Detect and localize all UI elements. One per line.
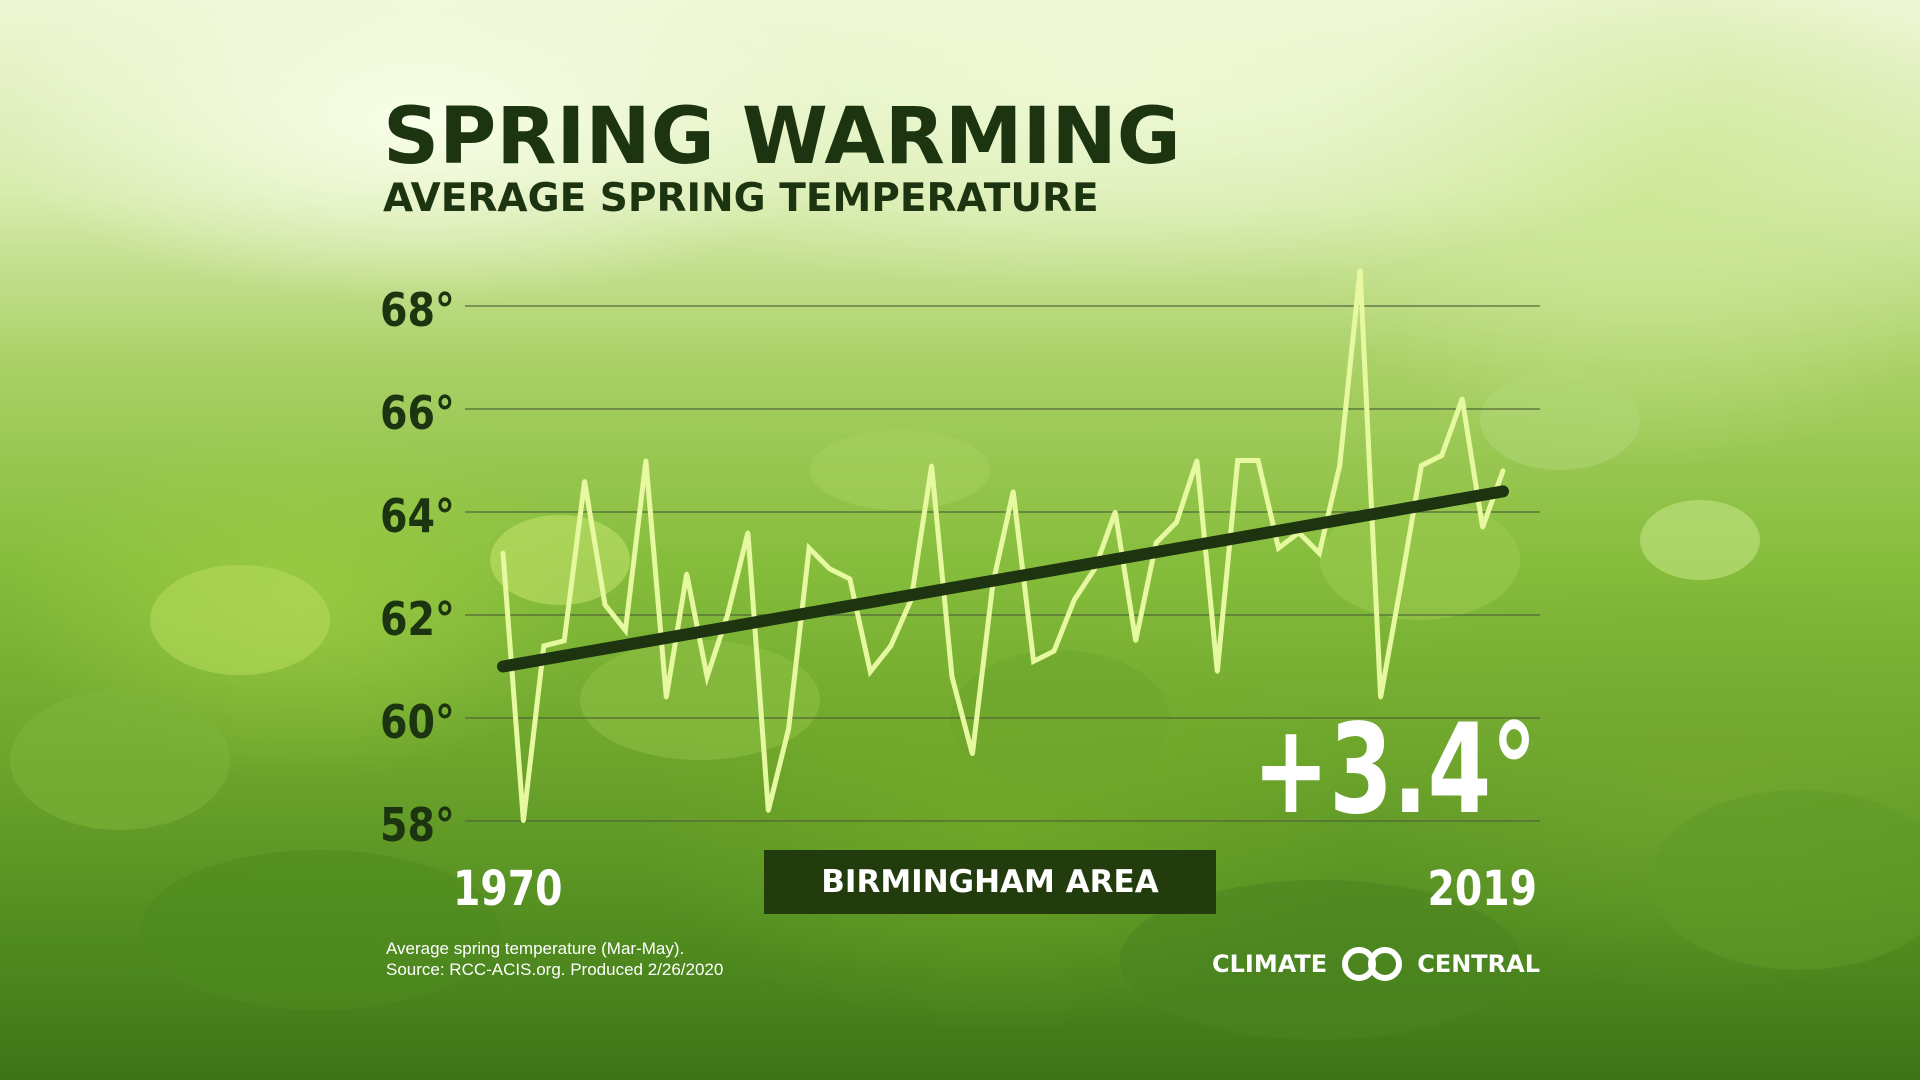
- data-point: [705, 674, 710, 679]
- y-tick-label: 68°: [380, 284, 455, 338]
- chart-subtitle: AVERAGE SPRING TEMPERATURE: [383, 176, 1099, 221]
- data-point: [1235, 458, 1240, 463]
- data-point: [868, 669, 873, 674]
- y-tick-label: 62°: [380, 593, 455, 647]
- source-note-line-1: Average spring temperature (Mar-May).: [386, 939, 685, 958]
- location-label-box: BIRMINGHAM AREA: [764, 850, 1216, 914]
- source-note: Average spring temperature (Mar-May). So…: [386, 938, 723, 980]
- x-tick-label-start: 1970: [453, 861, 563, 917]
- data-point: [1480, 525, 1485, 530]
- data-point: [1439, 453, 1444, 458]
- chart-title: SPRING WARMING: [383, 92, 1181, 182]
- data-point: [1072, 597, 1077, 602]
- data-point: [1378, 695, 1383, 700]
- x-tick-label-end: 2019: [1427, 861, 1537, 917]
- data-point: [643, 458, 648, 463]
- data-point: [827, 566, 832, 571]
- data-point: [929, 463, 934, 468]
- data-point: [1358, 267, 1363, 272]
- data-point: [501, 551, 505, 556]
- data-point: [623, 628, 628, 633]
- data-point: [1501, 468, 1505, 473]
- x-axis-tick-labels: 1970 2019: [453, 861, 1537, 917]
- data-point: [949, 674, 954, 679]
- data-point: [1317, 551, 1322, 556]
- data-point: [603, 602, 608, 607]
- trend-layer: [497, 485, 1509, 673]
- data-point: [786, 726, 791, 731]
- temperature-change-label: +3.4°: [1253, 697, 1537, 841]
- series-layer: [500, 267, 1506, 823]
- data-point: [1154, 540, 1159, 545]
- gridlines: [465, 305, 1540, 822]
- location-label: BIRMINGHAM AREA: [821, 864, 1159, 900]
- data-point: [1113, 510, 1118, 514]
- data-point: [664, 695, 669, 700]
- data-point: [766, 808, 771, 813]
- data-point: [970, 752, 975, 757]
- data-point: [1215, 669, 1220, 674]
- logo-text-left: CLIMATE: [1212, 950, 1328, 978]
- data-point: [1398, 582, 1403, 587]
- temperature-series-line: [500, 269, 1506, 822]
- y-axis-tick-labels: 58° 60° 62° 64° 66° 68°: [380, 284, 455, 853]
- data-point: [684, 571, 689, 576]
- source-note-line-2: Source: RCC-ACIS.org. Produced 2/26/2020: [386, 960, 724, 979]
- y-tick-label: 66°: [380, 387, 455, 441]
- data-point: [1174, 520, 1179, 525]
- linked-rings-icon: [1342, 947, 1403, 981]
- data-point: [847, 576, 852, 581]
- data-point: [1031, 659, 1036, 664]
- y-tick-label: 60°: [380, 696, 455, 750]
- data-point: [562, 638, 567, 643]
- data-point: [1460, 396, 1465, 401]
- data-point: [807, 546, 812, 551]
- data-point: [888, 643, 893, 648]
- data-point: [745, 530, 750, 535]
- data-point: [1133, 638, 1138, 643]
- climate-central-logo: CLIMATE CENTRAL: [1212, 944, 1540, 984]
- data-point: [1052, 649, 1057, 654]
- data-point: [1194, 458, 1199, 463]
- trend-line: [497, 485, 1509, 673]
- y-tick-label: 64°: [380, 490, 455, 544]
- data-point: [541, 643, 546, 648]
- data-point: [1276, 546, 1281, 551]
- data-point: [1011, 489, 1016, 494]
- y-tick-label: 58°: [380, 799, 455, 853]
- data-point: [582, 479, 587, 484]
- data-point: [725, 613, 730, 617]
- data-point: [521, 819, 526, 823]
- data-point: [1256, 458, 1261, 463]
- data-point: [1337, 463, 1342, 468]
- data-point: [1419, 463, 1424, 468]
- logo-text-right: CENTRAL: [1417, 950, 1541, 978]
